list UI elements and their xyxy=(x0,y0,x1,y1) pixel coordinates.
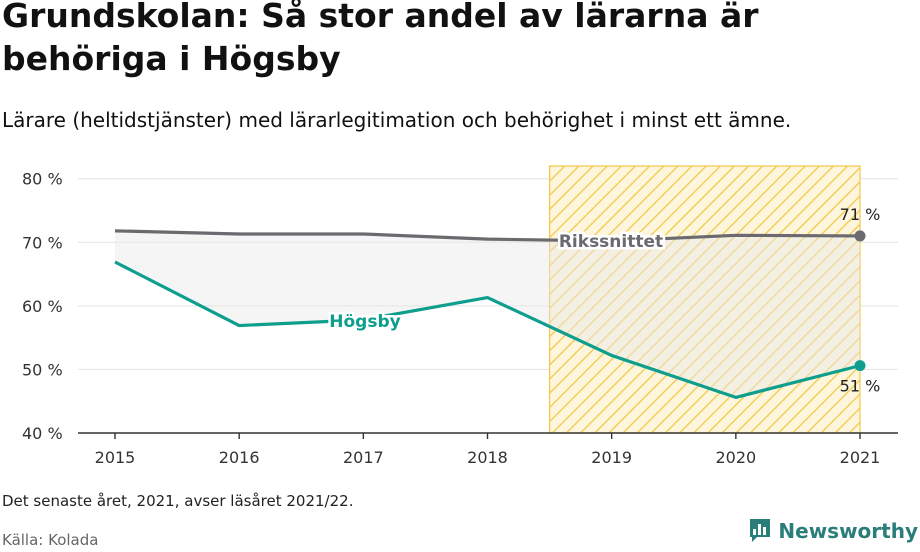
end-marker-hogsby xyxy=(854,360,866,372)
y-tick-label: 80 % xyxy=(22,170,63,189)
end-label-rikssnittet: 71 % xyxy=(840,205,881,224)
x-tick-label: 2020 xyxy=(715,448,756,467)
gap-area xyxy=(115,230,860,398)
x-tick-label: 2015 xyxy=(95,448,136,467)
series-label-rikssnittet: Rikssnittet xyxy=(559,232,663,252)
end-marker-rikssnittet xyxy=(854,230,866,242)
chart-subtitle: Lärare (heltidstjänster) med lärarlegiti… xyxy=(2,108,792,132)
y-tick-label: 70 % xyxy=(22,233,63,252)
y-tick-label: 50 % xyxy=(22,360,63,379)
x-tick-label: 2018 xyxy=(467,448,508,467)
y-tick-label: 60 % xyxy=(22,297,63,316)
line-hogsby xyxy=(114,260,861,399)
line-chart: 40 % 50 % 60 % 70 % 80 % 2015 2016 2017 2018 201… xyxy=(22,165,898,467)
brand-name: Newsworthy xyxy=(778,519,918,543)
source-note: Källa: Kolada xyxy=(2,531,99,549)
chart-title: Grundskolan: Så stor andel av lärarna är… xyxy=(2,0,759,78)
chart-bubble-icon xyxy=(750,519,771,542)
line-rikssnittet xyxy=(114,229,861,243)
y-tick-label: 40 % xyxy=(22,424,63,443)
x-tick-label: 2017 xyxy=(343,448,384,467)
newsworthy-logo: Newsworthy xyxy=(748,518,918,544)
end-label-hogsby: 51 % xyxy=(840,377,881,396)
x-tick-label: 2019 xyxy=(591,448,632,467)
footnote: Det senaste året, 2021, avser läsåret 20… xyxy=(2,492,354,510)
x-tick-label: 2016 xyxy=(219,448,260,467)
series-label-hogsby: Högsby xyxy=(329,312,400,332)
x-tick-label: 2021 xyxy=(840,448,881,467)
